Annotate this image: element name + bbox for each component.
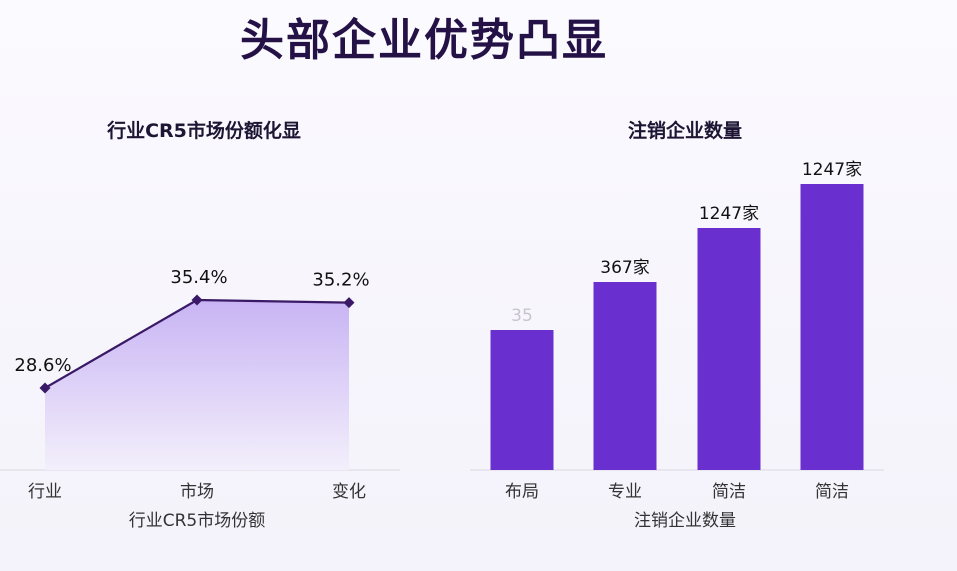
bar-x-tick-label: 布局 (505, 482, 539, 502)
bar-data-label: 1247家 (699, 204, 759, 224)
cr5-data-label: 35.2% (312, 270, 369, 291)
cr5-point-marker (343, 297, 355, 309)
cr5-x-tick-label: 市场 (180, 482, 214, 502)
cr5-area-chart: 行业CR5市场份额化显 行业CR5市场份额 28.6% 行业 35.4% 市场 35.2… (0, 119, 400, 531)
bar-x-tick-label: 简洁 (712, 482, 746, 502)
cr5-x-tick-label: 变化 (332, 482, 366, 502)
bar (593, 282, 657, 470)
bar-data-label: 367家 (600, 258, 649, 278)
bar-chart-title: 注销企业数量 (628, 119, 742, 142)
cr5-data-label: 28.6% (14, 355, 71, 376)
bar-x-tick-label: 简洁 (815, 482, 849, 502)
cr5-data-label: 35.4% (170, 267, 227, 288)
cr5-x-tick-label: 行业 (28, 482, 62, 502)
bar-x-axis-title: 注销企业数量 (634, 511, 736, 531)
cr5-x-axis-title: 行业CR5市场份额 (129, 511, 266, 531)
cr5-chart-title: 行业CR5市场份额化显 (106, 119, 301, 142)
page-title: 头部企业优势凸显 (240, 15, 608, 66)
bar-data-label: 1247家 (802, 160, 862, 180)
bar (490, 330, 554, 470)
bar-data-label: 35 (511, 306, 533, 326)
bar (697, 228, 761, 470)
cr5-area-fill (45, 300, 349, 470)
cr5-point-marker (191, 294, 203, 306)
cr5-point-marker (39, 382, 51, 394)
bar (800, 184, 864, 470)
bar-x-tick-label: 专业 (608, 482, 642, 502)
